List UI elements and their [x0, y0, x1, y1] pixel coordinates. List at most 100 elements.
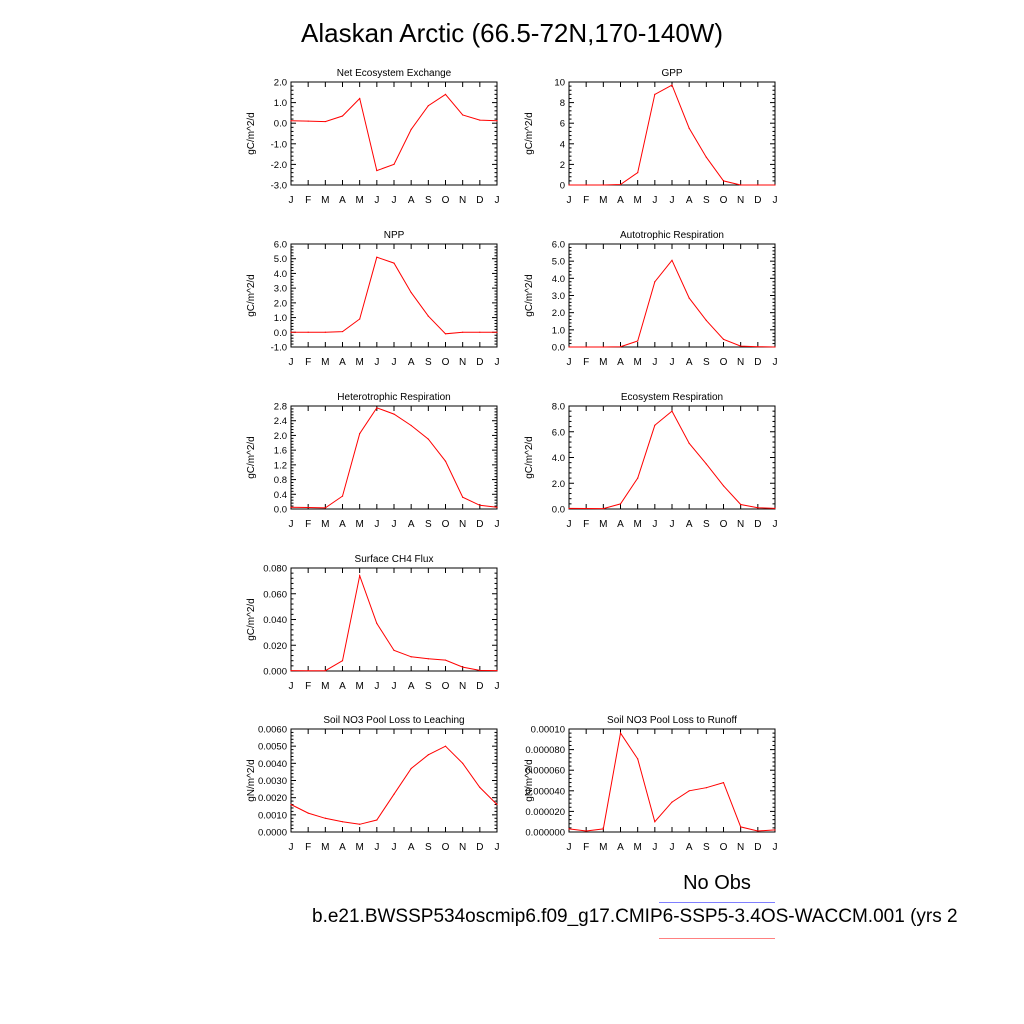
x-tick-label: F	[305, 195, 311, 206]
data-point	[496, 670, 498, 672]
panel-title: Surface CH4 Flux	[355, 554, 434, 565]
series-line	[290, 93, 498, 172]
y-tick-label: 0.0	[274, 328, 287, 339]
data-point	[619, 503, 622, 505]
data-point	[462, 666, 464, 668]
y-tick-label: 0.0	[552, 505, 565, 516]
series-line	[569, 259, 776, 348]
y-tick-label: 2.0	[274, 78, 287, 89]
y-tick-label: 8	[560, 98, 565, 109]
series-line	[290, 573, 498, 672]
y-axis-label: gC/m^2/d	[246, 598, 257, 641]
x-tick-label: D	[476, 195, 483, 206]
y-tick-label: 0.0040	[258, 759, 287, 770]
x-tick-label: N	[459, 195, 466, 206]
y-tick-label: 0.0000	[258, 828, 287, 839]
x-tick-label: S	[425, 195, 432, 206]
x-tick-label: J	[670, 842, 675, 853]
x-tick-label: J	[652, 357, 657, 368]
data-point	[740, 184, 742, 186]
data-point	[290, 803, 292, 806]
data-point	[290, 506, 292, 508]
data-point	[479, 119, 481, 121]
y-tick-label: 3.0	[274, 284, 287, 295]
data-point	[496, 120, 498, 122]
x-tick-label: M	[355, 195, 363, 206]
data-point	[359, 318, 361, 320]
data-point	[376, 819, 378, 821]
x-tick-label: J	[392, 842, 397, 853]
panel-title: Net Ecosystem Exchange	[337, 68, 452, 79]
plot-frame	[568, 81, 776, 186]
data-point	[444, 333, 447, 335]
data-point	[376, 407, 378, 409]
x-tick-label: N	[459, 681, 466, 692]
y-axis-label: gC/m^2/d	[524, 274, 535, 317]
data-point	[341, 495, 344, 497]
y-tick-label: 0.000060	[525, 766, 565, 777]
y-tick-label: 2.0	[274, 298, 287, 309]
data-point	[568, 507, 570, 509]
y-tick-label: 0.000040	[525, 786, 565, 797]
data-point	[444, 659, 447, 661]
data-point	[688, 790, 690, 792]
y-tick-label: 2.4	[274, 416, 287, 427]
data-point	[444, 745, 447, 747]
x-tick-label: N	[459, 357, 466, 368]
y-tick-label: 0.0010	[258, 810, 287, 821]
x-tick-label: D	[754, 842, 761, 853]
data-point	[479, 669, 481, 671]
x-tick-label: A	[339, 357, 346, 368]
data-point	[568, 346, 570, 348]
data-point	[705, 463, 707, 465]
plot-frame	[290, 728, 498, 833]
data-point	[654, 281, 656, 283]
x-tick-label: A	[617, 195, 624, 206]
x-tick-label: J	[495, 519, 500, 530]
data-point	[637, 172, 639, 174]
x-tick-label: M	[321, 519, 329, 530]
y-tick-label: -1.0	[271, 343, 287, 354]
x-tick-label: J	[567, 357, 572, 368]
x-tick-label: J	[289, 519, 294, 530]
data-point	[705, 319, 707, 321]
data-point	[602, 828, 604, 830]
x-tick-label: O	[720, 519, 728, 530]
y-tick-label: 0.00010	[531, 725, 565, 736]
panel-6: Surface CH4 Flux gC/m^2/d 0.000 0.020 0.040 0…	[246, 554, 500, 692]
y-tick-label: 0.000	[263, 667, 287, 678]
x-tick-label: J	[289, 842, 294, 853]
x-tick-label: F	[583, 842, 589, 853]
data-point	[427, 438, 429, 440]
x-tick-label: M	[355, 519, 363, 530]
data-point	[705, 156, 707, 158]
x-tick-label: N	[459, 519, 466, 530]
data-point	[376, 169, 378, 172]
x-tick-label: O	[442, 519, 450, 530]
plot-frame	[568, 243, 776, 348]
x-tick-label: D	[476, 842, 483, 853]
data-point	[410, 128, 412, 130]
y-tick-label: 0.000000	[525, 828, 565, 839]
panel-5: Ecosystem Respiration gC/m^2/d 0.0 2.0 4.0 6.…	[524, 392, 778, 530]
data-point	[740, 345, 742, 347]
y-tick-label: 2.0	[274, 431, 287, 442]
y-axis-label: gN/m^2/d	[246, 759, 257, 802]
data-point	[740, 826, 742, 828]
data-point	[376, 256, 378, 258]
x-tick-label: O	[720, 357, 728, 368]
y-tick-label: 3.0	[552, 291, 565, 302]
x-tick-label: N	[737, 842, 744, 853]
data-point	[307, 812, 309, 814]
panel-title: Soil NO3 Pool Loss to Leaching	[323, 715, 464, 726]
data-point	[654, 424, 656, 426]
panel-title: Soil NO3 Pool Loss to Runoff	[607, 715, 737, 726]
y-tick-label: -3.0	[271, 181, 287, 192]
data-point	[496, 506, 498, 508]
x-tick-label: M	[321, 681, 329, 692]
y-tick-label: 0.0030	[258, 776, 287, 787]
data-point	[341, 330, 344, 333]
x-tick-label: J	[374, 195, 379, 206]
